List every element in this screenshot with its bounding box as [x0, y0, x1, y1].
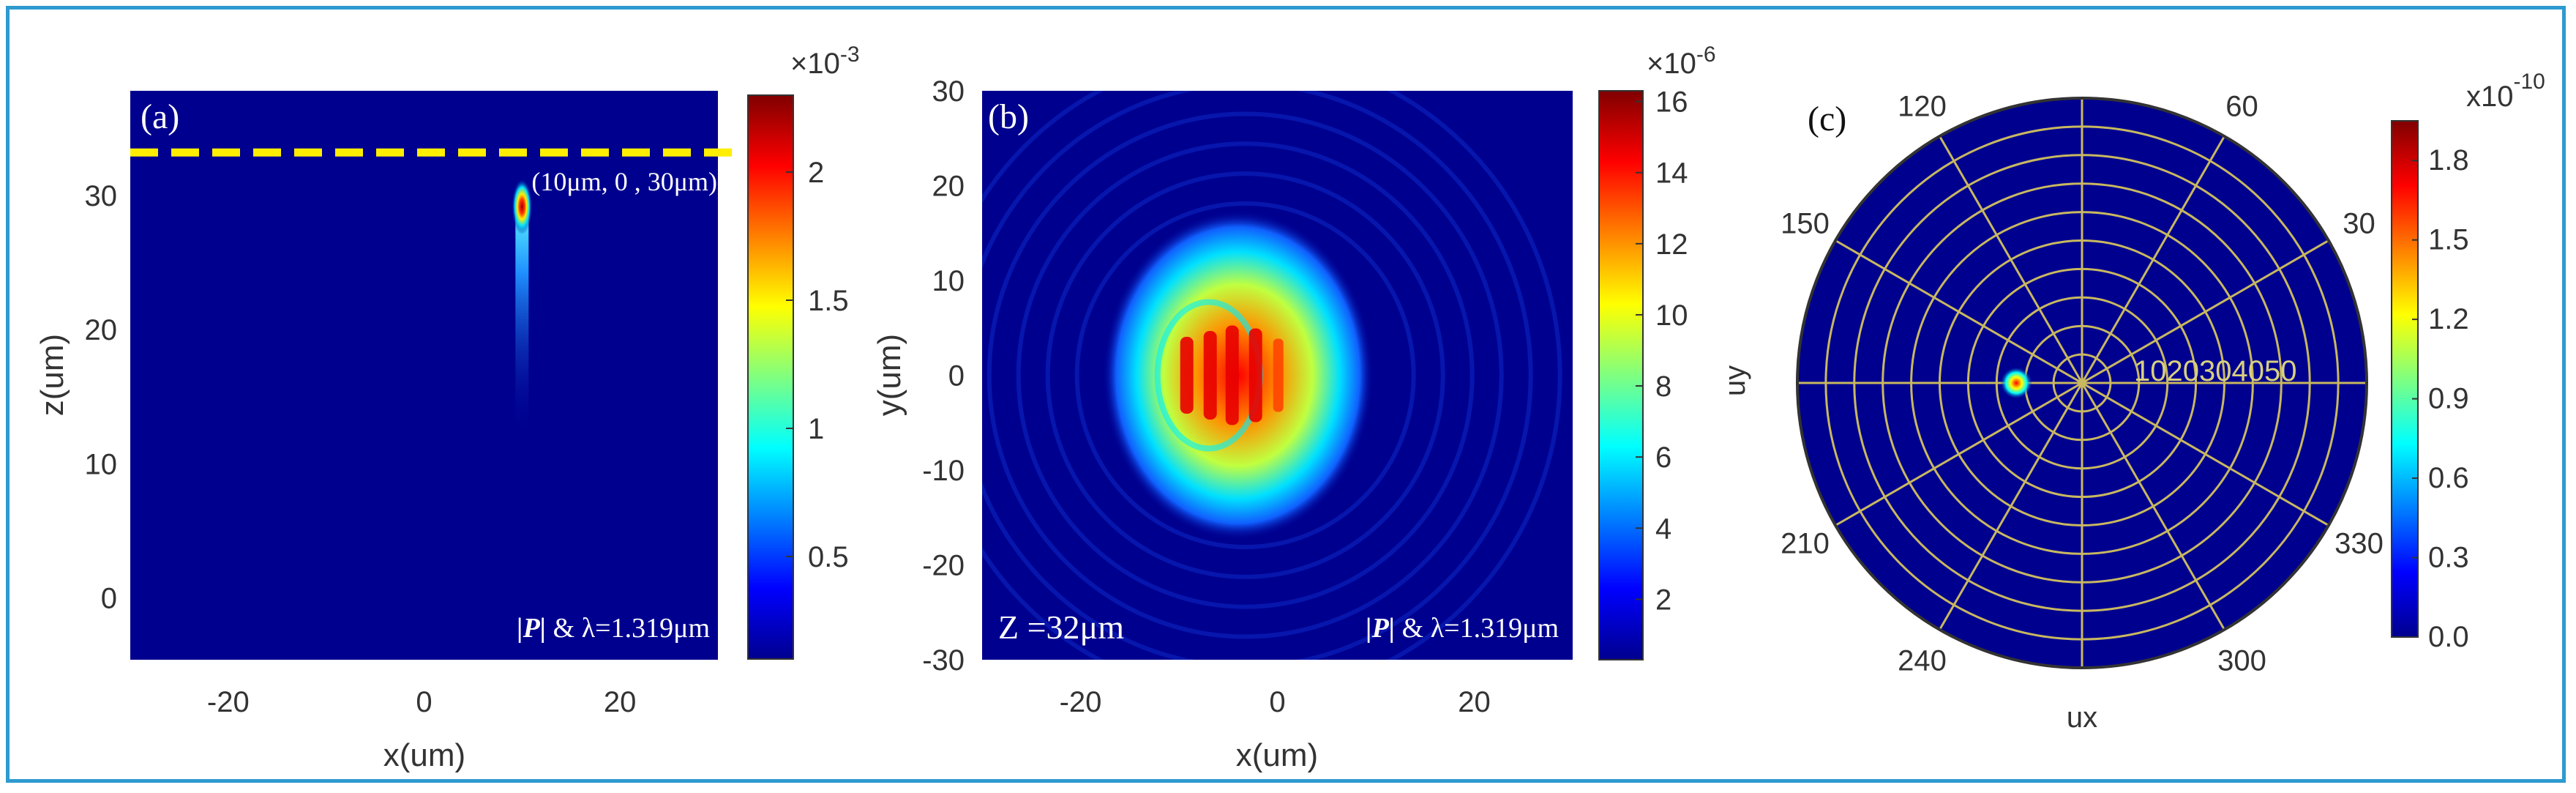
panel-b: (b) Z =32μm |P| & λ=1.319μm -20 0 20 30201… — [872, 42, 1716, 773]
panel-b-colorbar-exponent: -6 — [1696, 42, 1716, 67]
panel-b-ripple-ring — [1045, 171, 1445, 579]
panel-b-ripple-ring — [982, 91, 1533, 660]
panel-c-angle-label: 300 — [2217, 644, 2266, 677]
panel-a: (a) (10μm, 0 , 30μm) |P| & λ=1.319μm -20… — [34, 42, 860, 773]
panel-a-colorbar-base: ×10 — [790, 48, 840, 80]
panel-b-colorbar-tick-label: 16 — [1655, 86, 1688, 119]
panel-b-ripple-ring — [986, 111, 1504, 639]
panel-c-colorbar-base: x10 — [2466, 81, 2514, 113]
panel-b-ripple-ring — [1016, 141, 1475, 609]
panel-b-fringe — [1248, 328, 1262, 422]
panel-a-colorbar-tick-label: 0.5 — [808, 541, 849, 573]
panel-b-plane-annotation: Z =32μm — [998, 608, 1124, 646]
panel-c-colorbar-tick-label: 1.5 — [2428, 224, 2469, 256]
panel-b-ylabel: y(um) — [872, 334, 907, 416]
panel-c-grid-spoke — [1835, 239, 2329, 526]
panel-b-colorbar-tick-label: 4 — [1655, 513, 1671, 545]
panel-c-angle-label: 150 — [1781, 208, 1830, 240]
panel-b-ytick-label: -30 — [922, 644, 965, 677]
panel-b-fringe — [1273, 338, 1284, 412]
panel-a-point-annotation: (10μm, 0 , 30μm) — [531, 167, 717, 196]
panel-c-radial-labels: 1020304050 — [2134, 355, 2296, 387]
figure-frame — [6, 6, 2566, 783]
panel-b-colorbar-tick-label: 14 — [1655, 157, 1688, 190]
panel-a-xtick-label: 20 — [604, 686, 637, 718]
panel-c-colorbar-tick-label: 0.3 — [2428, 542, 2469, 574]
panel-c: (c) 1020304050 30 60 120 150 210 240 300 330 ux… — [1719, 70, 2545, 734]
panel-b-xtick-label: -20 — [1060, 686, 1102, 718]
panel-c-hotspot — [2000, 367, 2033, 399]
panel-a-hotspot — [512, 179, 533, 235]
panel-a-xtick-label: 0 — [416, 686, 432, 718]
panel-b-xlabel: x(um) — [1236, 737, 1318, 773]
panel-a-xlabel: x(um) — [383, 737, 465, 773]
panel-b-ytick-label: -10 — [922, 455, 965, 487]
panel-c-polar-border — [1796, 97, 2368, 669]
panel-b-colorbar-tick-label: 6 — [1655, 442, 1671, 474]
panel-a-legend-p: |P| — [517, 613, 546, 644]
panel-c-angle-label: 330 — [2334, 528, 2384, 560]
panel-c-xlabel: ux — [2067, 701, 2097, 734]
panel-b-colorbar-tick-label: 10 — [1655, 299, 1688, 332]
panel-a-ytick-label: 20 — [85, 314, 118, 346]
panel-a-colorbar-multiplier: ×10-3 — [790, 42, 860, 80]
panel-a-colorbar-exponent: -3 — [840, 42, 860, 67]
panel-b-ripple-ring — [1074, 201, 1416, 550]
panel-b-label: (b) — [988, 97, 1029, 136]
panel-b-ytick-label: -20 — [922, 550, 965, 582]
panel-b-ytick-label: 10 — [932, 265, 965, 297]
panel-b-ytick-label: 20 — [932, 171, 965, 203]
panel-c-colorbar-exponent: -10 — [2514, 70, 2545, 94]
panel-a-heatmap — [130, 91, 718, 660]
panel-a-legend: |P| & λ=1.319μm — [517, 613, 710, 644]
panel-c-colorbar-tick-label: 1.2 — [2428, 303, 2469, 335]
panel-b-fringe — [1180, 337, 1194, 414]
panel-c-angle-label: 210 — [1781, 528, 1830, 560]
panel-b-colorbar-multiplier: ×10-6 — [1647, 42, 1716, 80]
panel-b-colorbar-tick-label: 8 — [1655, 371, 1671, 403]
panel-a-beam-tail — [515, 202, 529, 437]
panel-a-ytick-label: 10 — [85, 448, 118, 480]
panel-a-ytick-label: 0 — [101, 583, 117, 615]
panel-b-ytick-label: 30 — [932, 75, 965, 108]
panel-a-xtick-label: -20 — [207, 686, 250, 718]
panel-c-angle-label: 120 — [1898, 91, 1947, 123]
panel-c-colorbar-tick-label: 1.8 — [2428, 144, 2469, 176]
panel-c-angle-label: 60 — [2225, 91, 2258, 123]
panel-b-ripple-ring — [982, 91, 1562, 660]
panel-a-label: (a) — [141, 97, 179, 136]
panel-b-legend-wavelength: & λ=1.319μm — [1395, 613, 1559, 644]
panel-b-legend: |P| & λ=1.319μm — [1366, 613, 1559, 644]
panel-c-colorbar-multiplier: x10-10 — [2466, 70, 2545, 113]
panel-c-colorbar-tick-label: 0.9 — [2428, 383, 2469, 415]
panel-a-ylabel: z(um) — [34, 334, 70, 416]
panel-b-colorbar — [1598, 90, 1644, 660]
panel-b-fringe — [1203, 331, 1217, 420]
panel-a-colorbar-tick-label: 1 — [808, 413, 824, 445]
panel-b-colorbar-tick-label: 12 — [1655, 228, 1688, 261]
panel-c-angle-label: 30 — [2343, 208, 2375, 240]
panel-c-angle-label: 240 — [1898, 644, 1947, 677]
panel-b-xtick-label: 20 — [1458, 686, 1491, 718]
panel-c-ylabel: uy — [1719, 365, 1751, 396]
panel-c-colorbar — [2391, 120, 2419, 638]
panel-b-fringe — [1225, 325, 1239, 425]
panel-a-colorbar-tick-label: 2 — [808, 157, 824, 189]
panel-a-colorbar — [747, 94, 794, 660]
panel-b-colorbar-tick-label: 2 — [1655, 584, 1671, 616]
panel-a-ytick-label: 30 — [85, 180, 118, 212]
panel-a-legend-wavelength: & λ=1.319μm — [546, 613, 710, 644]
panel-b-legend-p: |P| — [1366, 613, 1395, 644]
panel-b-ytick-label: 0 — [948, 360, 965, 392]
panel-c-colorbar-tick-label: 0.0 — [2428, 621, 2469, 653]
panel-c-colorbar-tick-label: 0.6 — [2428, 462, 2469, 494]
panel-b-colorbar-base: ×10 — [1647, 48, 1696, 80]
panel-c-label: (c) — [1808, 100, 1846, 138]
panel-a-colorbar-tick-label: 1.5 — [808, 285, 849, 317]
panel-b-xtick-label: 0 — [1269, 686, 1285, 718]
